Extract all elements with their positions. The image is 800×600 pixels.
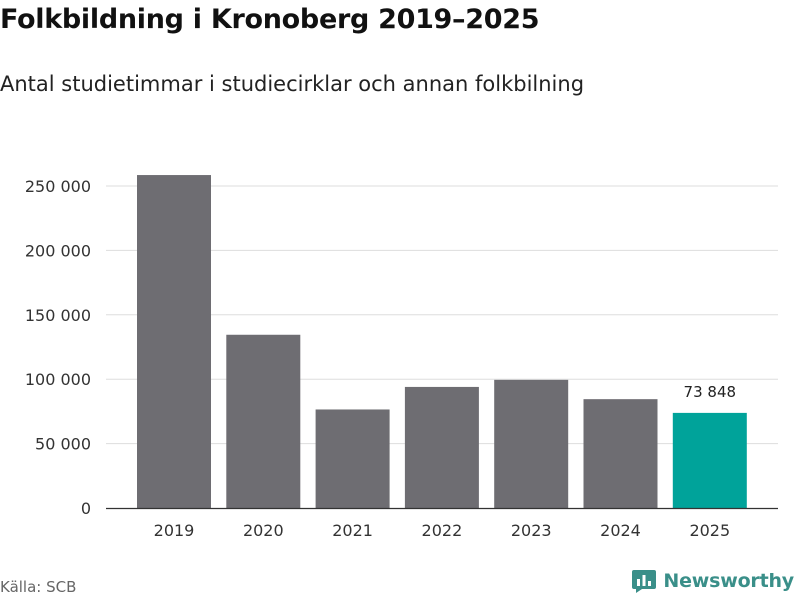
y-tick-label: 50 000 xyxy=(35,435,91,454)
bar-2021[interactable] xyxy=(315,409,390,508)
x-tick-label: 2021 xyxy=(332,521,373,540)
x-tick-label: 2019 xyxy=(154,521,195,540)
brand-name: Newsworthy xyxy=(663,570,794,592)
x-tick-label: 2024 xyxy=(600,521,641,540)
bar-2020[interactable] xyxy=(226,334,301,508)
bar-2023[interactable] xyxy=(494,379,569,508)
x-tick-label: 2023 xyxy=(511,521,552,540)
x-tick-label: 2025 xyxy=(689,521,730,540)
newsworthy-logo-icon xyxy=(632,570,657,593)
y-tick-label: 250 000 xyxy=(25,177,91,196)
brand-logo[interactable]: Newsworthy xyxy=(631,568,794,594)
bar-2024[interactable] xyxy=(583,399,658,508)
x-tick-label: 2020 xyxy=(243,521,284,540)
chart-title: Folkbildning i Kronoberg 2019–2025 xyxy=(0,4,540,35)
y-tick-label: 0 xyxy=(81,499,91,518)
y-tick-label: 200 000 xyxy=(25,241,91,260)
data-label: 73 848 xyxy=(684,383,737,401)
x-tick-label: 2022 xyxy=(422,521,463,540)
chart-subtitle: Antal studietimmar i studiecirklar och a… xyxy=(0,72,585,96)
bar-2022[interactable] xyxy=(404,386,479,508)
y-tick-label: 150 000 xyxy=(25,306,91,325)
bar-2019[interactable] xyxy=(137,175,211,508)
y-tick-label: 100 000 xyxy=(25,370,91,389)
source-note: Källa: SCB xyxy=(0,578,77,596)
bar-2025[interactable] xyxy=(672,412,747,508)
bar-chart: 0 50 000 100 000 150 000 200 000 250 000 2019 2… xyxy=(25,175,778,540)
